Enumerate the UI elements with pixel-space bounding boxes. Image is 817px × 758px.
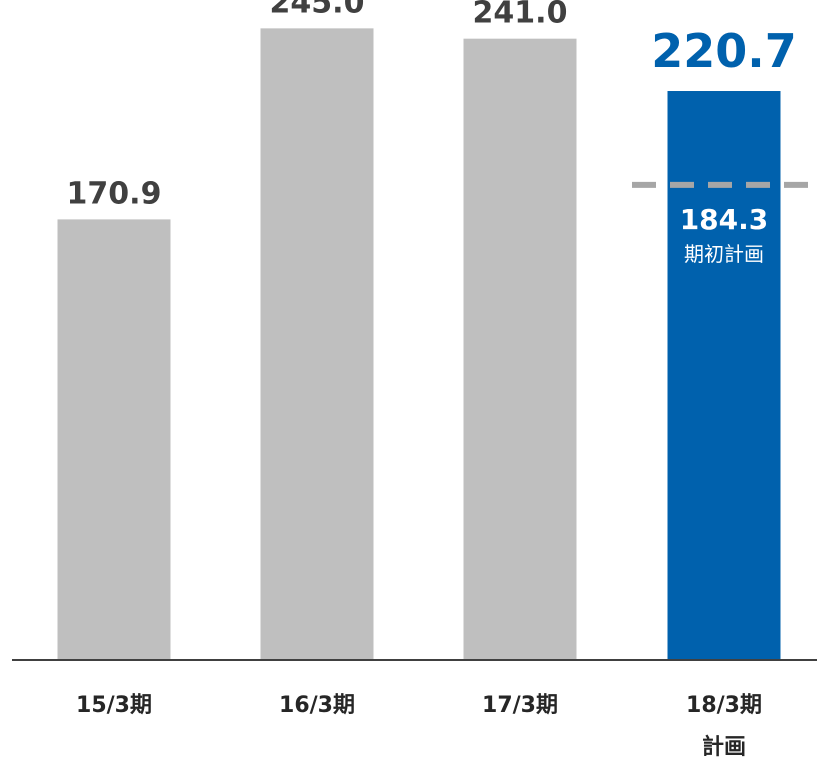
bar-2 bbox=[463, 38, 577, 660]
bar-1 bbox=[260, 28, 374, 660]
reference-text-label: 期初計画 bbox=[684, 242, 764, 266]
reference-group: 184.3 期初計画 bbox=[632, 181, 812, 266]
bars bbox=[57, 28, 781, 660]
category-label-0: 15/3期 bbox=[76, 693, 152, 718]
category-label-1: 16/3期 bbox=[279, 693, 355, 718]
value-label-1: 245.0 bbox=[270, 0, 365, 20]
value-label-2: 241.0 bbox=[473, 0, 568, 31]
category-label-2: 17/3期 bbox=[482, 693, 558, 718]
reference-value-label: 184.3 bbox=[680, 203, 769, 236]
value-label-0: 170.9 bbox=[67, 176, 162, 211]
category-sublabel-3: 計画 bbox=[702, 734, 746, 758]
bar-0 bbox=[57, 219, 171, 660]
value-label-3: 220.7 bbox=[651, 24, 797, 78]
value-labels: 170.9 245.0 241.0 220.7 bbox=[67, 0, 797, 211]
bar-3 bbox=[667, 91, 781, 660]
category-label-3: 18/3期 bbox=[686, 693, 762, 718]
